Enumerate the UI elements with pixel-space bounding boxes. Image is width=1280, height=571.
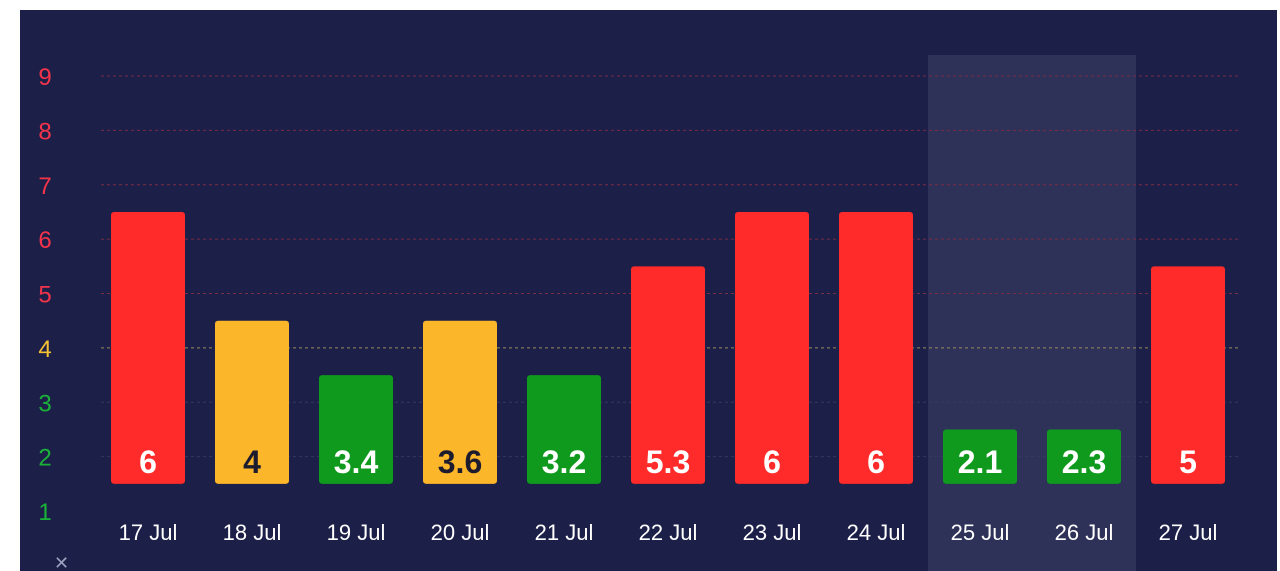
bar-value-label: 3.6 (438, 444, 482, 480)
x-tick-label: 27 Jul (1159, 520, 1218, 545)
x-tick-label: 20 Jul (431, 520, 490, 545)
y-tick-label: 3 (38, 390, 51, 417)
y-tick-label: 9 (38, 64, 51, 91)
bar-value-label: 3.4 (334, 444, 379, 480)
x-tick-label: 22 Jul (639, 520, 698, 545)
bar (943, 429, 1017, 484)
bar-value-label: 2.3 (1062, 444, 1106, 480)
y-tick-label: 4 (38, 336, 51, 363)
x-tick-label: 24 Jul (847, 520, 906, 545)
x-tick-label: 19 Jul (327, 520, 386, 545)
x-tick-label: 21 Jul (535, 520, 594, 545)
bar (631, 266, 705, 484)
close-icon[interactable]: ✕ (54, 553, 70, 571)
y-tick-label: 8 (38, 118, 51, 145)
bar-value-label: 3.2 (542, 444, 586, 480)
y-tick-label: 5 (38, 282, 51, 309)
bar (839, 211, 913, 484)
bar (423, 320, 497, 484)
bar (1047, 429, 1121, 484)
bar-value-label: 6 (139, 444, 157, 480)
bar (215, 320, 289, 484)
bar-value-label: 5 (1179, 444, 1197, 480)
bar (111, 211, 185, 484)
bar-value-label: 6 (867, 444, 885, 480)
chart-panel: 1 2 3 4 5 6 7 8 9 6 17 Jul 4 18 Jul 3.4 19 Jul 3.6 20 Ju… (20, 10, 1277, 571)
bar (1151, 266, 1225, 484)
highlight-band (928, 55, 1136, 571)
bar (527, 375, 601, 484)
y-tick-label: 2 (38, 445, 51, 472)
x-tick-label: 23 Jul (743, 520, 802, 545)
y-tick-label: 6 (38, 227, 51, 254)
bar-value-label: 2.1 (958, 444, 1002, 480)
x-tick-label: 25 Jul (951, 520, 1010, 545)
bar-chart: 1 2 3 4 5 6 7 8 9 6 17 Jul 4 18 Jul 3.4 19 Jul 3.6 20 Ju… (38, 55, 1241, 571)
x-tick-label: 17 Jul (119, 520, 178, 545)
bar-value-label: 5.3 (646, 444, 690, 480)
bar-value-label: 6 (763, 444, 781, 480)
y-tick-label: 7 (38, 173, 51, 200)
bar (735, 211, 809, 484)
bar (319, 375, 393, 484)
x-tick-label: 26 Jul (1055, 520, 1114, 545)
bar-value-label: 4 (243, 444, 261, 480)
x-tick-label: 18 Jul (223, 520, 282, 545)
y-tick-label: 1 (38, 499, 51, 526)
